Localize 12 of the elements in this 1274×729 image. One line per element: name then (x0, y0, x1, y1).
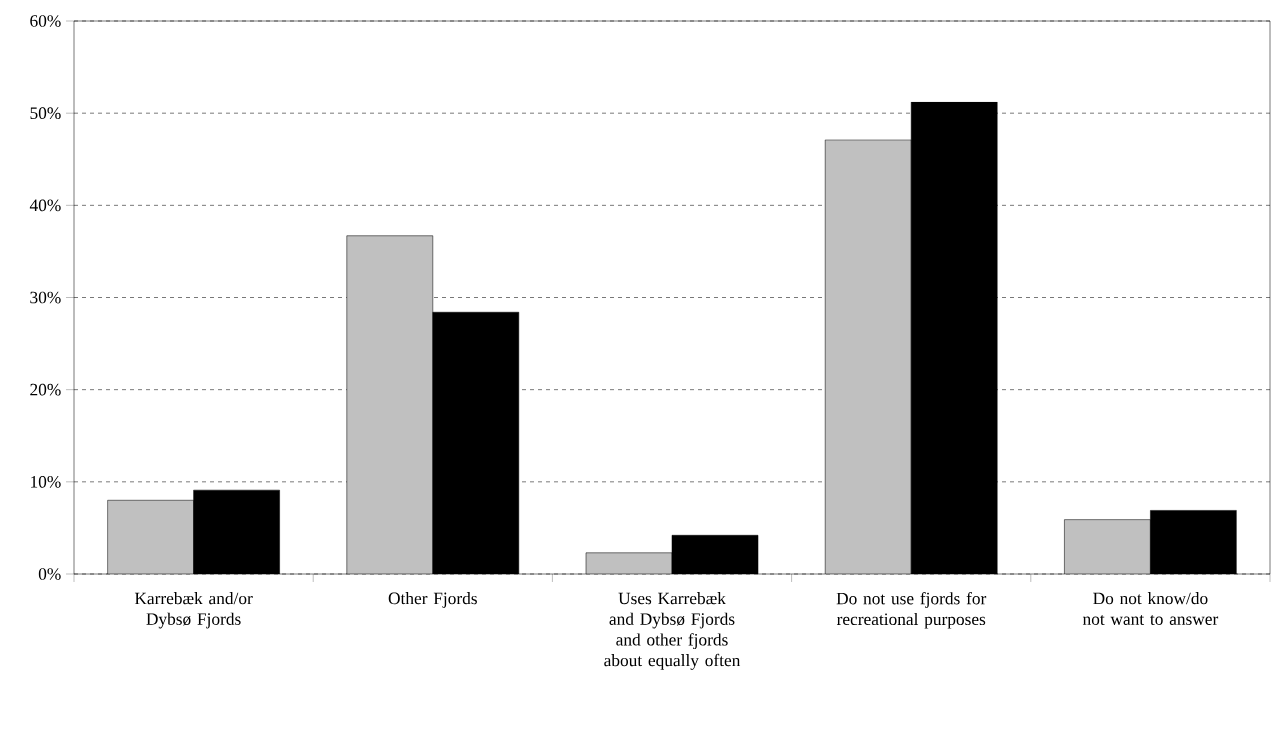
y-tick-label: 20% (30, 383, 61, 396)
y-tick-label: 40% (29, 199, 61, 212)
y-tick-label: 30% (30, 291, 61, 304)
y-tick-label: 60% (30, 15, 61, 27)
x-tick-label: Karrebæk and/or Dybsø Fjords (134, 592, 253, 629)
y-tick-label: 10% (31, 475, 61, 488)
x-tick-label: Other Fjords (388, 592, 477, 608)
x-tick-label: Uses Karrebæk and Dybsø Fjords and other fjords about equally often (604, 592, 741, 670)
x-tick-label: Do not know/do not want to answer (1082, 592, 1219, 625)
y-tick-label: 50% (30, 107, 61, 120)
x-tick-label: Do not use fjords for recreational purposes (836, 592, 987, 629)
y-tick-label: 0% (38, 568, 61, 580)
